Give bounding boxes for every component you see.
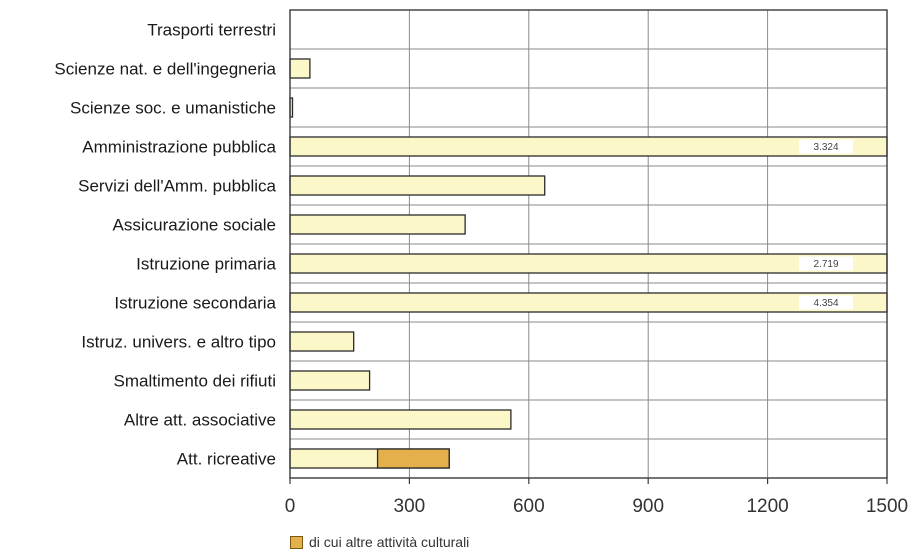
category-label: Servizi dell'Amm. pubblica — [78, 177, 276, 196]
bar — [289, 214, 466, 235]
legend-swatch — [290, 535, 303, 549]
bar — [289, 331, 355, 352]
bar-culturali — [376, 448, 450, 469]
category-label: Scienze nat. e dell'ingegneria — [54, 60, 276, 79]
data-label-background — [799, 256, 853, 271]
x-tick-label: 300 — [394, 496, 426, 517]
legend: di cui altre attività culturali — [290, 534, 469, 550]
category-label: Scienze soc. e umanistiche — [70, 99, 276, 118]
category-label: Smaltimento dei rifiuti — [113, 372, 276, 391]
bar — [289, 136, 888, 157]
category-label: Istruzione primaria — [136, 255, 276, 274]
data-label: 3.324 — [813, 142, 838, 153]
category-label: Istruz. univers. e altro tipo — [81, 333, 276, 352]
category-label: Istruzione secondaria — [114, 294, 276, 313]
bar — [289, 370, 371, 391]
x-tick-label: 1500 — [866, 496, 908, 517]
data-label-background — [799, 295, 853, 310]
category-label: Amministrazione pubblica — [82, 138, 276, 157]
data-label-background — [799, 139, 853, 154]
x-tick-label: 1200 — [746, 496, 788, 517]
x-tick-label: 900 — [632, 496, 664, 517]
data-label: 4.354 — [813, 298, 838, 309]
category-label: Att. ricreative — [177, 450, 276, 469]
plot-border — [289, 9, 888, 479]
bar — [289, 409, 512, 430]
bar — [289, 58, 311, 79]
bar — [289, 175, 546, 196]
bar — [289, 253, 888, 274]
x-tick-label: 0 — [285, 496, 296, 517]
data-label: 2.719 — [813, 259, 838, 270]
category-label: Trasporti terrestri — [147, 21, 276, 40]
bar — [289, 292, 888, 313]
legend-label: di cui altre attività culturali — [309, 534, 470, 550]
x-tick-label: 600 — [513, 496, 545, 517]
category-label: Altre att. associative — [124, 411, 276, 430]
category-label: Assicurazione sociale — [113, 216, 276, 235]
